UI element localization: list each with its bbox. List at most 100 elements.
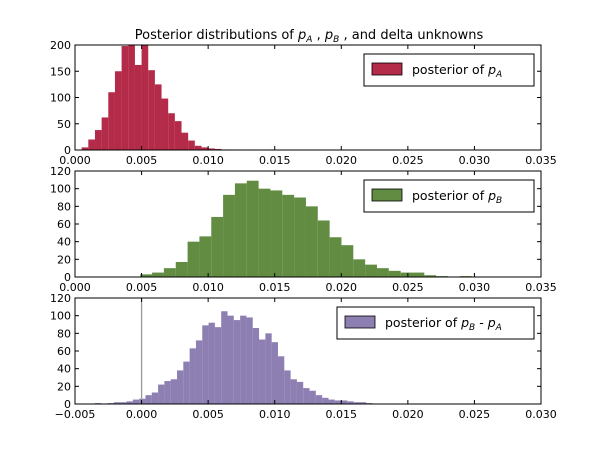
x-tick-label-delta-0: −0.005	[55, 408, 96, 421]
histogram-bar-p-a-13	[168, 113, 175, 150]
histogram-bar-delta-11	[164, 381, 171, 404]
histogram-bar-p-a-9	[141, 45, 149, 150]
y-tick-label-p-a-4: 200	[50, 39, 71, 52]
y-tick-label-p-b-2: 40	[57, 236, 71, 249]
y-axis-ticks-p-a: 0 50 100 150 200	[50, 39, 541, 157]
histogram-bar-delta-9	[151, 392, 159, 404]
y-tick-label-delta-6: 120	[50, 292, 71, 305]
histogram-bar-delta-17	[202, 325, 209, 404]
histogram-bar-p-b-0	[140, 274, 153, 277]
histogram-bar-p-b-6	[211, 216, 224, 277]
x-tick-label-p-a-1: 0.005	[126, 154, 158, 167]
x-tick-label-p-b-6: 0.030	[459, 281, 491, 294]
plot-frame-p-a	[74, 44, 542, 151]
histogram-bar-p-b-12	[282, 194, 295, 277]
histogram-bar-delta-42	[360, 402, 367, 404]
histogram-bar-delta-18	[208, 322, 215, 404]
legend-label-p-b: posterior of pB	[412, 188, 502, 206]
histogram-bar-delta-38	[334, 400, 342, 404]
histogram-bar-p-a-17	[194, 145, 202, 150]
histogram-bar-p-b-10	[258, 188, 271, 277]
histogram-bar-p-b-14	[305, 206, 318, 277]
histogram-bar-p-a-10	[148, 70, 155, 150]
histogram-bar-delta-24	[246, 317, 253, 404]
x-tick-label-delta-4: 0.015	[326, 408, 358, 421]
histogram-bar-p-b-11	[270, 190, 283, 277]
x-tick-label-p-b-5: 0.025	[392, 281, 424, 294]
histogram-bar-delta-39	[341, 400, 348, 404]
histogram-bar-p-a-11	[154, 84, 162, 151]
histogram-bar-p-b-8	[234, 183, 247, 277]
histogram-bar-p-b-13	[294, 197, 306, 277]
histogram-bar-delta-20	[221, 311, 228, 404]
histogram-bar-delta-13	[177, 370, 184, 404]
histogram-bar-p-a-18	[201, 147, 209, 151]
x-tick-label-p-b-7: 0.035	[525, 281, 557, 294]
histogram-bar-delta-14	[183, 361, 190, 404]
y-tick-label-delta-2: 40	[57, 363, 71, 376]
histogram-bar-delta-41	[353, 402, 361, 404]
histogram-bar-delta-37	[328, 399, 335, 404]
x-tick-label-delta-1: 0.000	[126, 408, 158, 421]
x-tick-label-delta-7: 0.030	[525, 408, 557, 421]
x-tick-label-p-a-7: 0.035	[525, 154, 557, 167]
histogram-bar-p-a-16	[188, 140, 195, 150]
histogram-bar-p-b-2	[163, 268, 176, 277]
y-tick-label-delta-5: 100	[50, 310, 71, 323]
histogram-bar-delta-35	[315, 395, 323, 404]
y-tick-label-p-b-4: 80	[57, 200, 71, 213]
y-tick-label-p-b-3: 60	[57, 218, 71, 231]
figure-title: Posterior distributions of pA , pB , and…	[135, 28, 484, 45]
histogram-bar-delta-15	[189, 348, 196, 404]
x-tick-label-delta-6: 0.025	[459, 408, 491, 421]
histogram-bar-p-a-15	[181, 132, 189, 150]
y-tick-label-p-b-1: 20	[57, 253, 71, 266]
legend-swatch-p-b	[371, 188, 403, 202]
histogram-bar-p-b-20	[376, 268, 389, 277]
histogram-bar-p-a-6	[121, 46, 129, 150]
legend-p-a: posterior of pA	[363, 53, 535, 87]
histogram-bar-p-b-19	[365, 264, 377, 277]
histogram-bar-delta-28	[271, 342, 278, 404]
x-axis-ticks-p-a: 0.000 0.005 0.010 0.015 0.020 0.025 0.030 0.035	[59, 45, 557, 167]
y-tick-label-p-b-5: 100	[50, 183, 71, 196]
x-axis-ticks-p-b: 0.000 0.005 0.010 0.015 0.020 0.025 0.030 0.035	[59, 171, 557, 294]
histogram-bar-delta-36	[322, 397, 329, 404]
panel-p-a: 0.000 0.005 0.010 0.015 0.020 0.025 0.030 0.035…	[50, 39, 557, 167]
histogram-bar-delta-10	[158, 384, 165, 404]
histogram-bar-delta-25	[252, 328, 260, 404]
histogram-bar-p-a-14	[174, 121, 182, 151]
y-tick-label-delta-4: 80	[57, 327, 71, 340]
y-axis-ticks-p-b: 0 20 40 60 80 100 120	[50, 165, 541, 284]
y-tick-label-p-a-1: 50	[57, 118, 71, 131]
histogram-bar-p-b-17	[341, 245, 354, 277]
plot-frame-delta	[74, 297, 542, 405]
histogram-bar-delta-29	[277, 356, 285, 404]
legend-p-b: posterior of pB	[363, 179, 535, 213]
histogram-bar-delta-8	[145, 395, 152, 404]
histogram-bar-p-a-5	[114, 71, 122, 150]
x-tick-label-delta-5: 0.020	[392, 408, 424, 421]
x-tick-label-p-a-2: 0.010	[192, 154, 224, 167]
legend-swatch-p-a	[371, 62, 403, 76]
histogram-bar-p-b-15	[317, 220, 330, 277]
y-tick-label-p-b-0: 0	[64, 271, 71, 284]
histogram-bar-delta-23	[240, 315, 247, 404]
histogram-bar-p-b-23	[412, 272, 425, 277]
y-tick-label-p-a-2: 100	[50, 92, 71, 105]
y-tick-label-delta-0: 0	[64, 398, 71, 411]
plot-frame-p-b	[74, 170, 542, 278]
histogram-bar-delta-33	[303, 388, 310, 404]
y-tick-label-delta-3: 60	[57, 345, 71, 358]
histogram-bar-delta-5	[126, 401, 133, 404]
histogram-bar-p-b-18	[353, 259, 366, 277]
histogram-bar-delta-26	[259, 339, 266, 404]
panel-delta: −0.005 0.000 0.005 0.010 0.015 0.020 0.025 0.03…	[50, 292, 557, 421]
y-axis-ticks-delta: 0 20 40 60 80 100 120	[50, 292, 541, 411]
x-tick-label-p-b-1: 0.005	[126, 281, 158, 294]
x-tick-label-p-b-0: 0.000	[59, 281, 91, 294]
histogram-bars-p-b	[140, 180, 472, 277]
y-tick-label-delta-1: 20	[57, 380, 71, 393]
panel-p-b: 0.000 0.005 0.010 0.015 0.020 0.025 0.030 0.035…	[50, 165, 557, 294]
histogram-bar-p-b-16	[329, 237, 342, 277]
